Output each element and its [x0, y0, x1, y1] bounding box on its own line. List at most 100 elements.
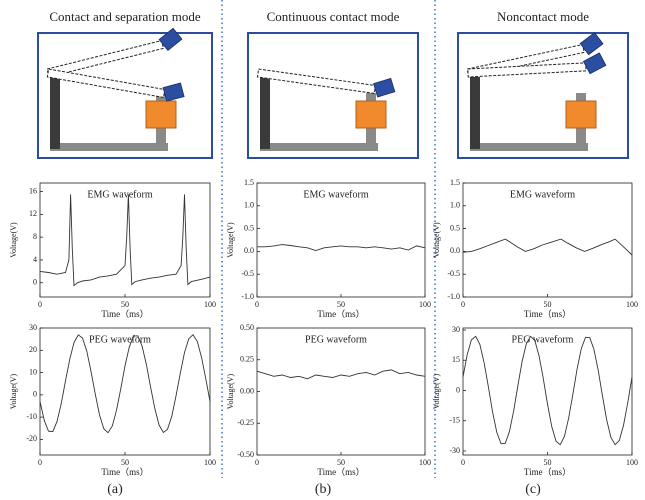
y-tick-label: 15	[452, 355, 460, 364]
waveform	[256, 369, 426, 380]
x-tick-label: 100	[419, 300, 431, 309]
cantilever	[256, 68, 396, 98]
x-tick-label: 0	[255, 300, 259, 309]
x-tick-label: 0	[461, 300, 465, 309]
x-tick-label: 100	[419, 458, 431, 467]
y-tick-label: 0.00	[240, 386, 254, 395]
chart-title: PEG waveform	[305, 334, 367, 345]
base	[260, 143, 378, 151]
x-axis-label: Time（ms）	[101, 467, 148, 477]
device-diagram	[457, 32, 629, 159]
x-tick-label: 50	[544, 458, 552, 467]
chart-title: PEG waveform	[89, 334, 151, 345]
waveform	[39, 333, 211, 434]
clamp	[260, 77, 270, 149]
device-diagram	[247, 32, 419, 159]
y-tick-label: 1.5	[244, 178, 254, 187]
x-axis-label: Time（ms）	[524, 467, 571, 477]
chart-title: EMG waveform	[303, 189, 368, 200]
tip-mass	[158, 27, 183, 52]
y-tick-label: 20	[29, 345, 37, 354]
x-tick-label: 0	[461, 458, 465, 467]
plot-frame	[462, 327, 633, 456]
y-tick-label: 0.5	[450, 223, 460, 232]
y-tick-label: 1.0	[244, 201, 254, 210]
base	[470, 143, 588, 151]
y-tick-label: -1.0	[241, 292, 254, 301]
x-tick-label: 50	[121, 300, 129, 309]
waveform	[257, 244, 426, 251]
y-tick-label: 4	[33, 255, 37, 264]
x-tick-label: 50	[544, 300, 552, 309]
y-tick-label: 10	[29, 367, 37, 376]
y-axis-label: Voltage(V)	[226, 373, 235, 409]
beam	[46, 68, 166, 99]
clamp	[470, 77, 480, 149]
cantilever	[46, 68, 185, 102]
y-tick-label: -0.25	[237, 418, 254, 427]
x-tick-label: 50	[337, 300, 345, 309]
clamp	[50, 77, 60, 149]
electrode	[355, 100, 387, 129]
x-tick-label: 50	[337, 458, 345, 467]
y-tick-label: 0.0	[244, 246, 254, 255]
y-tick-label: 8	[33, 232, 37, 241]
panel-label: (b)	[315, 482, 332, 497]
y-tick-label: -30	[449, 446, 460, 455]
base	[50, 143, 168, 151]
x-tick-label: 0	[255, 458, 259, 467]
y-tick-label: 0.50	[240, 323, 254, 332]
y-tick-label: 1.0	[450, 201, 460, 210]
y-axis-label: Voltage(V)	[9, 222, 18, 258]
x-tick-label: 0	[38, 300, 42, 309]
y-tick-label: -15	[449, 416, 460, 425]
tip-mass	[373, 77, 396, 98]
y-tick-label: -1.0	[447, 292, 460, 301]
plot-frame	[256, 327, 426, 456]
y-axis-label: Voltage(V)	[226, 222, 235, 258]
cantilever	[467, 52, 607, 78]
panel-label: (c)	[525, 482, 541, 497]
y-tick-label: -0.50	[237, 450, 254, 459]
y-tick-label: 0	[33, 278, 37, 287]
y-tick-label: 0.25	[240, 355, 254, 364]
x-tick-label: 100	[204, 300, 216, 309]
panel-title: Continuous contact mode	[267, 9, 400, 24]
y-tick-label: 0.0	[450, 246, 460, 255]
y-axis-label: Voltage(V)	[432, 373, 441, 409]
y-tick-label: -20	[26, 434, 37, 443]
x-axis-label: Time（ms）	[317, 467, 364, 477]
y-axis-label: Voltage(V)	[9, 373, 18, 409]
tip-mass	[579, 32, 604, 56]
y-tick-label: -0.5	[241, 269, 254, 278]
x-tick-label: 0	[38, 458, 42, 467]
y-tick-label: 0	[33, 390, 37, 399]
x-axis-label: Time（ms）	[317, 309, 364, 319]
beam	[467, 62, 587, 78]
diagram-frame	[457, 32, 629, 159]
y-tick-label: -0.5	[447, 269, 460, 278]
y-tick-label: 12	[29, 209, 37, 218]
chart-title: PEG waveform	[512, 334, 574, 345]
diagram-frame	[247, 32, 419, 159]
x-axis-label: Time（ms）	[101, 309, 148, 319]
y-tick-label: 16	[29, 186, 37, 195]
panel-title: Contact and separation mode	[49, 9, 200, 24]
x-tick-label: 100	[204, 458, 216, 467]
x-axis-label: Time（ms）	[524, 309, 571, 319]
x-tick-label: 50	[121, 458, 129, 467]
waveform	[462, 238, 633, 256]
electrode	[145, 100, 177, 129]
tip-mass	[582, 52, 607, 75]
plot-frame	[39, 327, 211, 456]
panel-title: Noncontact mode	[497, 9, 589, 24]
waveform	[39, 194, 211, 287]
y-tick-label: 0	[456, 385, 460, 394]
waveform	[462, 335, 633, 446]
x-tick-label: 100	[626, 458, 638, 467]
tip-mass	[162, 82, 185, 102]
device-diagram	[37, 27, 213, 159]
y-tick-label: 0.5	[244, 223, 254, 232]
beam	[256, 68, 376, 94]
